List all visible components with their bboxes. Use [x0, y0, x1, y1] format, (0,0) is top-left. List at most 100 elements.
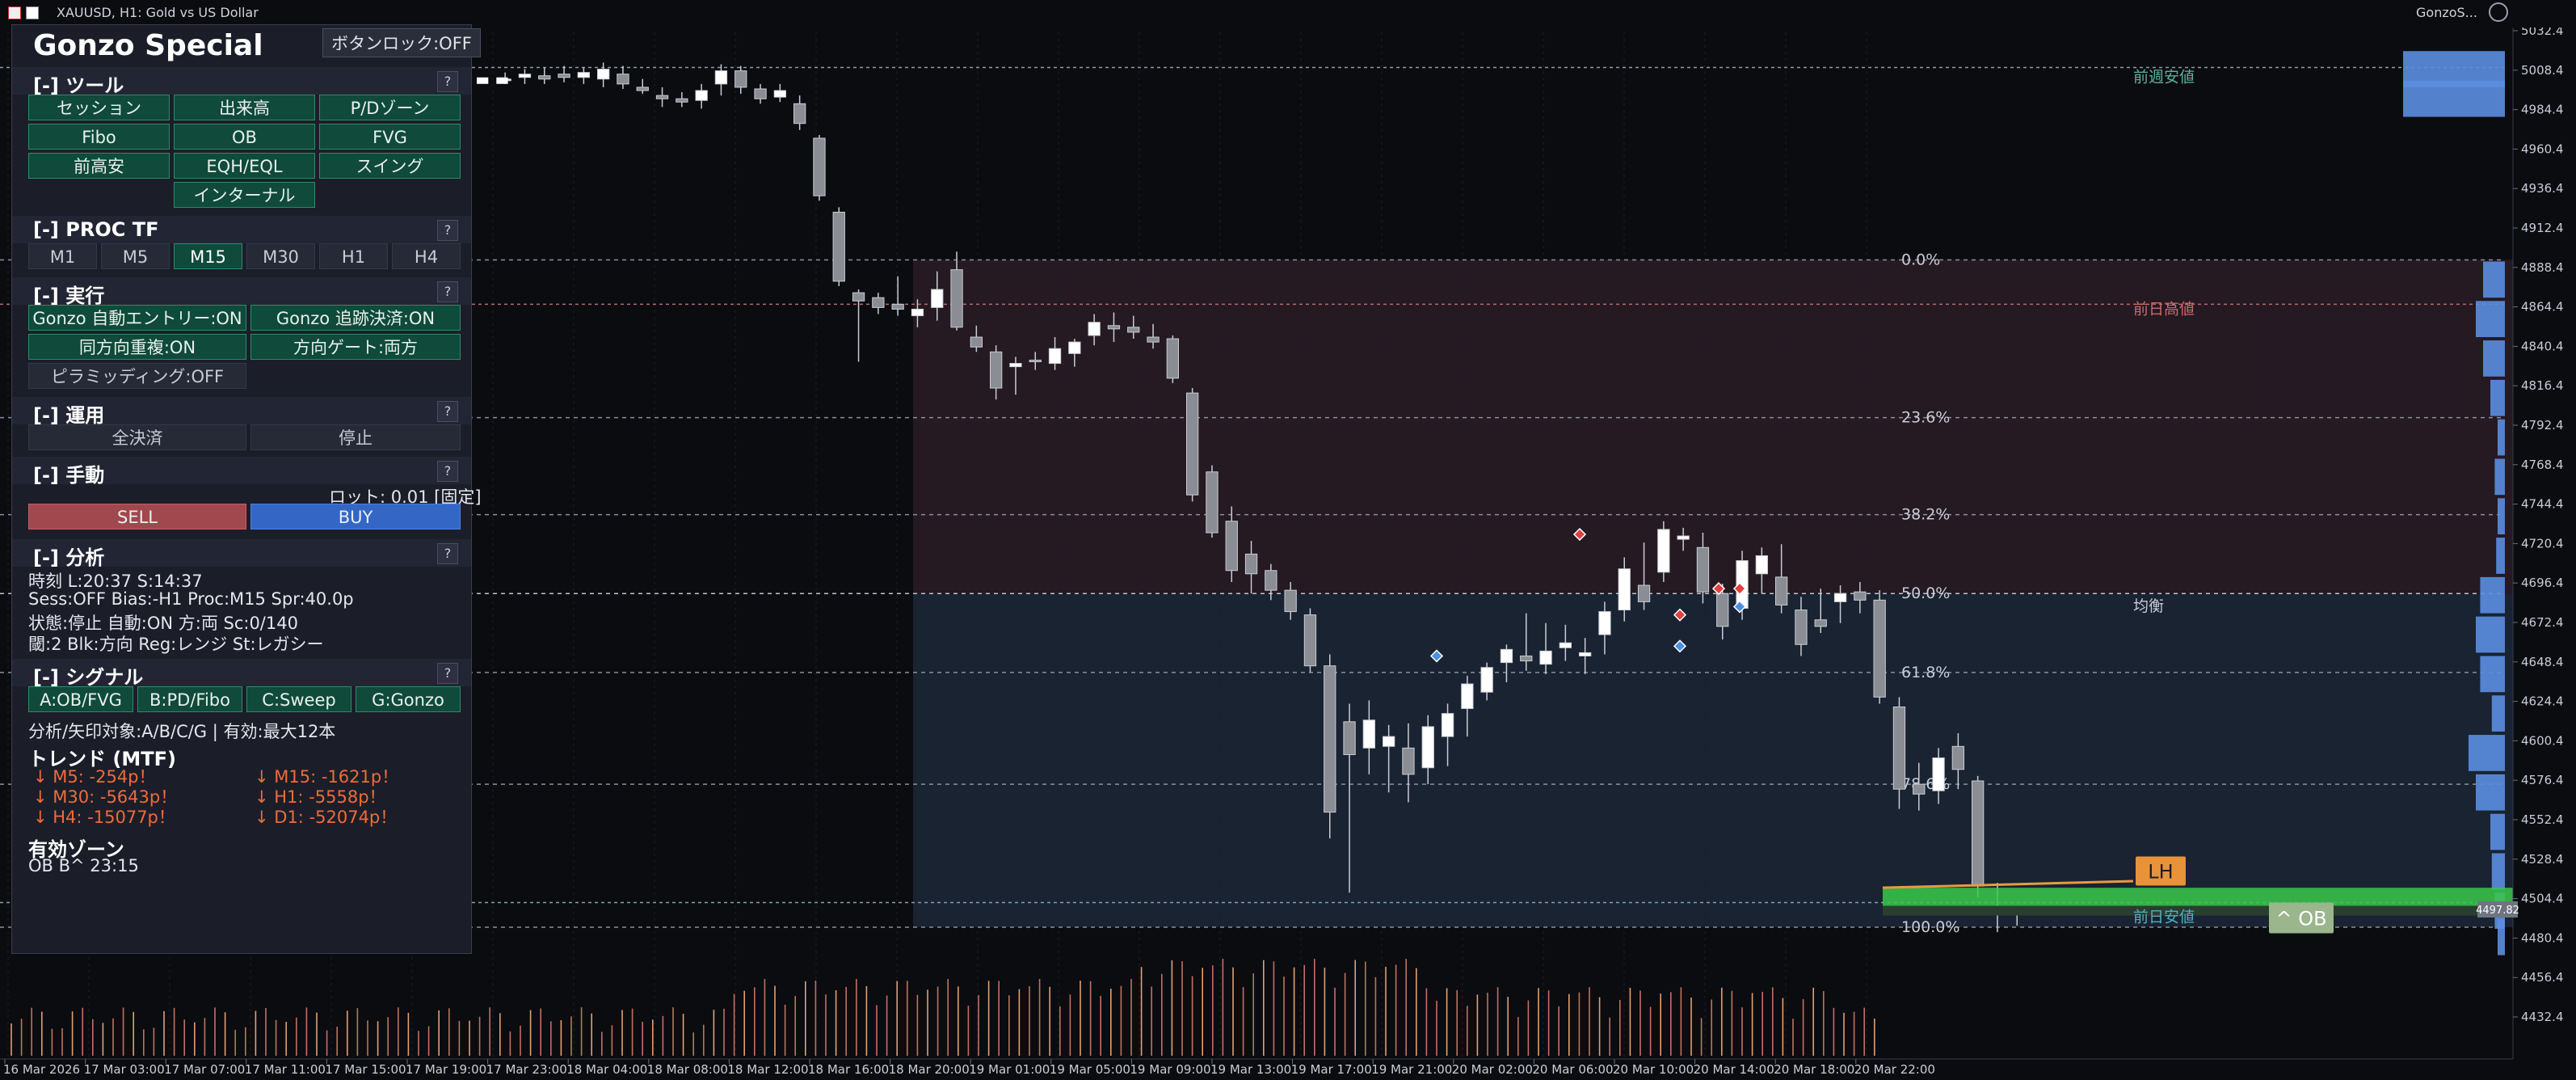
time-tick-label: 17 Mar 11:00	[245, 1062, 326, 1077]
auto-entry-toggle[interactable]: Gonzo 自動エントリー:ON	[28, 305, 246, 331]
manual-section-header[interactable]: [-] 手動 ?	[12, 457, 471, 487]
tools-header: [-] ツール	[33, 74, 124, 97]
tf-m15-button[interactable]: M15	[174, 243, 242, 269]
same-direction-toggle[interactable]: 同方向重複:ON	[28, 334, 246, 360]
candle-body	[1579, 652, 1592, 656]
candle-body	[1068, 341, 1081, 354]
candle-body	[793, 103, 806, 124]
candle-body	[1402, 747, 1415, 775]
candle-body	[1225, 521, 1238, 572]
candle-body	[891, 303, 904, 310]
proc-tf-section-header[interactable]: [-] PROC TF ?	[12, 216, 471, 243]
trailing-exit-toggle[interactable]: Gonzo 追跡決済:ON	[250, 305, 461, 331]
signal-g-button[interactable]: G:Gonzo	[356, 686, 461, 712]
ops-section-header[interactable]: [-] 運用 ?	[12, 397, 471, 427]
ops-help-icon[interactable]: ?	[437, 401, 458, 422]
tool-fibo-button[interactable]: Fibo	[28, 124, 170, 150]
signal-a-button[interactable]: A:OB/FVG	[28, 686, 133, 712]
exec-section-header[interactable]: [-] 実行 ?	[12, 277, 471, 307]
analysis-line-state: 状態:停止 自動:ON 方:両 Sc:0/140	[28, 614, 298, 633]
tf-m1-button[interactable]: M1	[28, 243, 97, 269]
tf-m30-button[interactable]: M30	[246, 243, 315, 269]
candle-body	[655, 95, 669, 99]
candle-body	[813, 137, 826, 196]
fib-label: 38.2%	[1901, 506, 1950, 524]
tool-swing-button[interactable]: スイング	[319, 153, 461, 179]
manual-help-icon[interactable]: ?	[437, 461, 458, 482]
volume-profile-bar	[2498, 419, 2505, 456]
candle-body	[1383, 736, 1395, 747]
candles	[477, 62, 2023, 933]
tool-eqh-eql-button[interactable]: EQH/EQL	[174, 153, 315, 179]
stop-button[interactable]: 停止	[250, 424, 461, 450]
tool-pd-zone-button[interactable]: P/Dゾーン	[319, 95, 461, 120]
tool-fvg-button[interactable]: FVG	[319, 124, 461, 150]
ob-tag: ^ OB	[2269, 902, 2334, 934]
tool-ob-button[interactable]: OB	[174, 124, 315, 150]
time-tick-label: 17 Mar 03:00	[84, 1062, 165, 1077]
window-titlebar: XAUUSD, H1: Gold vs US Dollar GonzoS...	[0, 0, 2576, 27]
candle-body	[1637, 584, 1651, 602]
signal-target-line: 分析/矢印対象:A/B/C/G | 有効:最大12本	[28, 722, 336, 741]
order-block-zone	[1882, 880, 2513, 916]
signal-marker	[1429, 649, 1444, 663]
signal-header: [-] シグナル	[33, 666, 144, 689]
tool-prev-high-low-button[interactable]: 前高安	[28, 153, 170, 179]
candle-body	[1500, 648, 1513, 664]
candle-body	[1480, 667, 1493, 693]
trend-header: トレンド (MTF)	[28, 748, 176, 770]
manual-header: [-] 手動	[33, 464, 105, 487]
volume-profile-bar	[2498, 498, 2505, 535]
close-all-button[interactable]: 全決済	[28, 424, 246, 450]
analysis-help-icon[interactable]: ?	[437, 543, 458, 564]
prev-day-high-label: 前日高値	[2133, 300, 2195, 318]
sell-button[interactable]: SELL	[28, 504, 246, 529]
analysis-section-header[interactable]: [-] 分析 ?	[12, 539, 471, 569]
signal-b-button[interactable]: B:PD/Fibo	[137, 686, 242, 712]
tool-internal-button[interactable]: インターナル	[174, 182, 315, 208]
trend-h1: ↓ H1: -5558p！	[255, 787, 386, 807]
candle-body	[1520, 655, 1533, 662]
price-tick-label: 4984.4	[2521, 103, 2564, 117]
candle-body	[577, 72, 591, 78]
proc-tf-help-icon[interactable]: ?	[437, 220, 458, 241]
time-tick-label: 17 Mar 07:00	[164, 1062, 245, 1077]
candle-body	[617, 74, 629, 85]
price-axis[interactable]: 5032.45008.44984.44960.44936.44912.44888…	[2512, 0, 2564, 1059]
tool-volume-button[interactable]: 出来高	[174, 95, 315, 120]
tools-section-header[interactable]: [-] ツール ?	[12, 67, 471, 97]
signal-help-icon[interactable]: ?	[437, 663, 458, 684]
button-lock-toggle[interactable]: ボタンロック:OFF	[322, 28, 481, 57]
tf-m5-button[interactable]: M5	[101, 243, 170, 269]
tools-help-icon[interactable]: ?	[437, 71, 458, 92]
signal-c-button[interactable]: C:Sweep	[246, 686, 351, 712]
candle-body	[1009, 363, 1022, 368]
price-tick-label: 4600.4	[2521, 733, 2564, 748]
candle-body	[1795, 610, 1808, 645]
candle-body	[477, 77, 489, 84]
tf-h1-button[interactable]: H1	[319, 243, 388, 269]
candle-body	[1951, 745, 1964, 770]
pyramiding-toggle[interactable]: ピラミッディング:OFF	[28, 363, 246, 389]
time-tick-label: 20 Mar 22:00	[1854, 1062, 1935, 1077]
exec-help-icon[interactable]: ?	[437, 281, 458, 302]
scroll-chart-icon[interactable]	[2489, 2, 2508, 22]
tool-session-button[interactable]: セッション	[28, 95, 170, 120]
indicator-short-name: GonzoS...	[2416, 5, 2477, 20]
candle-body	[695, 90, 708, 101]
chart-icon	[8, 6, 21, 19]
signal-section-header[interactable]: [-] シグナル ?	[12, 659, 471, 689]
candle-body	[1421, 726, 1434, 769]
price-tick-label: 5008.4	[2521, 63, 2564, 78]
price-tick-label: 4696.4	[2521, 576, 2564, 590]
direction-gate-toggle[interactable]: 方向ゲート:両方	[250, 334, 461, 360]
time-tick-label: 18 Mar 04:00	[566, 1062, 647, 1077]
price-tick-label: 4792.4	[2521, 418, 2564, 432]
analysis-line-time: 時刻 L:20:37 S:14:37	[28, 572, 203, 591]
buy-button[interactable]: BUY	[250, 504, 461, 529]
price-tick-label: 4576.4	[2521, 773, 2564, 787]
price-tick-label: 4816.4	[2521, 378, 2564, 393]
tf-h4-button[interactable]: H4	[392, 243, 461, 269]
time-axis[interactable]: 16 Mar 2026 17 Mar 03:00 17 Mar 07:00 17 Ma…	[0, 1058, 2513, 1077]
